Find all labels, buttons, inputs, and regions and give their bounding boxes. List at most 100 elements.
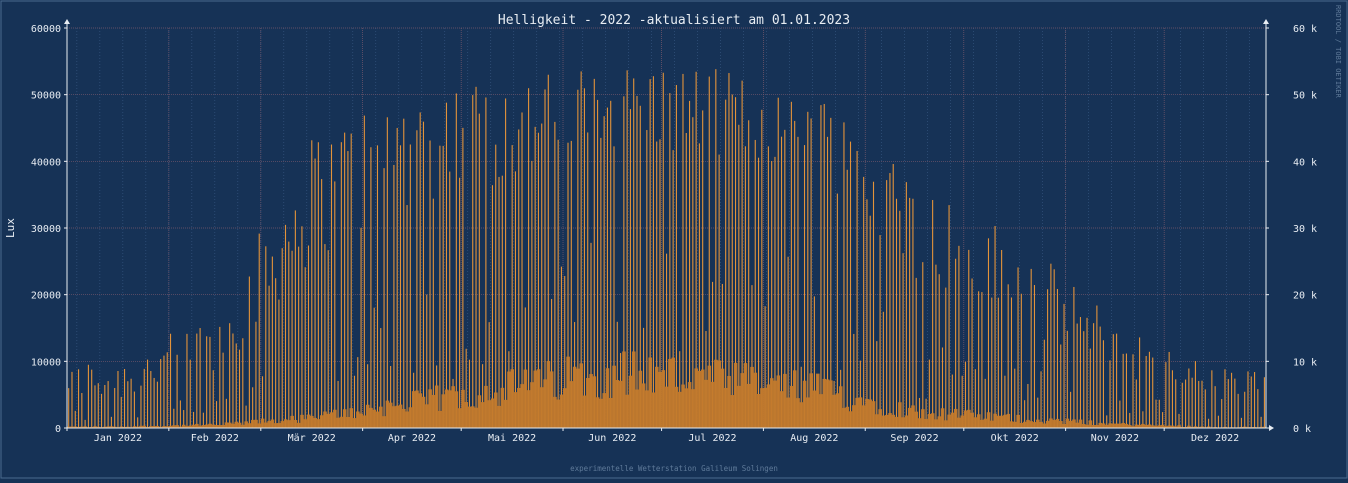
average-bar bbox=[822, 378, 827, 428]
max-bar bbox=[202, 412, 204, 428]
max-bar bbox=[1060, 344, 1062, 428]
average-bar bbox=[812, 390, 817, 428]
max-bar bbox=[215, 401, 218, 428]
average-bar bbox=[484, 385, 488, 428]
max-bar bbox=[679, 351, 681, 428]
average-bar bbox=[1141, 423, 1145, 428]
max-bars bbox=[68, 69, 1265, 429]
max-bar bbox=[1260, 416, 1262, 428]
max-bar bbox=[616, 321, 618, 428]
max-bar bbox=[1247, 371, 1249, 428]
average-bar bbox=[402, 408, 406, 428]
max-bar bbox=[91, 369, 93, 428]
average-bar bbox=[914, 411, 919, 428]
max-bar bbox=[649, 79, 651, 429]
max-bar bbox=[403, 118, 405, 428]
max-bar bbox=[258, 233, 260, 428]
max-bar bbox=[363, 115, 365, 429]
average-bar bbox=[510, 369, 515, 428]
y-right-tick-label: 60 k bbox=[1293, 24, 1317, 35]
max-bar bbox=[396, 127, 398, 429]
average-bar bbox=[835, 393, 840, 428]
max-bar bbox=[271, 256, 273, 428]
max-bar bbox=[1244, 391, 1246, 428]
max-bar bbox=[1129, 412, 1131, 428]
max-bar bbox=[225, 398, 227, 428]
average-bar bbox=[244, 421, 248, 428]
average-bar bbox=[743, 363, 748, 428]
max-bar bbox=[807, 111, 809, 428]
y-tick-label: 30000 bbox=[31, 224, 61, 235]
average-bar bbox=[704, 379, 708, 428]
max-bar bbox=[278, 299, 280, 428]
y-axis-left-labels: 60000 50000 40000 30000 20000 10000 0 bbox=[31, 24, 61, 435]
average-bar bbox=[438, 410, 442, 428]
max-bar bbox=[1066, 330, 1068, 428]
max-bar bbox=[846, 169, 848, 428]
average-bar bbox=[277, 423, 281, 428]
average-bar bbox=[1131, 426, 1135, 428]
max-bar bbox=[229, 323, 231, 428]
max-bar bbox=[955, 258, 957, 428]
max-bar bbox=[495, 144, 497, 428]
max-bar bbox=[636, 95, 638, 428]
average-bar bbox=[1167, 425, 1172, 428]
max-bar bbox=[741, 80, 743, 428]
max-bar bbox=[383, 168, 385, 428]
max-bar bbox=[376, 145, 379, 428]
average-bar bbox=[1177, 425, 1181, 428]
average-bar bbox=[930, 413, 935, 428]
average-bar bbox=[1239, 426, 1244, 428]
average-bar bbox=[211, 424, 216, 428]
average-bar bbox=[868, 399, 873, 428]
average-bar bbox=[1082, 424, 1086, 428]
max-bar bbox=[544, 89, 546, 428]
max-bar bbox=[347, 151, 349, 428]
average-bar bbox=[983, 418, 988, 428]
average-bar bbox=[431, 394, 436, 428]
average-bar bbox=[815, 373, 820, 428]
average-bar bbox=[1164, 425, 1168, 428]
average-bar bbox=[451, 386, 455, 428]
max-bar bbox=[393, 164, 395, 429]
average-bar bbox=[809, 373, 813, 428]
average-bar bbox=[1009, 421, 1014, 428]
max-bar bbox=[324, 244, 326, 428]
average-bar bbox=[753, 372, 758, 428]
max-bar bbox=[314, 158, 316, 428]
average-bar bbox=[980, 419, 984, 428]
average-bar bbox=[109, 426, 114, 428]
average-bar bbox=[122, 426, 127, 428]
max-bar bbox=[1227, 379, 1229, 428]
average-bar bbox=[313, 417, 317, 428]
average-bar bbox=[198, 425, 202, 428]
average-bar bbox=[375, 411, 380, 428]
average-bar bbox=[937, 416, 942, 428]
average-bar bbox=[957, 417, 961, 428]
average-bar bbox=[569, 381, 574, 428]
average-bar bbox=[112, 426, 117, 428]
average-bar bbox=[1170, 425, 1175, 428]
max-bar bbox=[304, 267, 306, 428]
max-bar bbox=[859, 360, 861, 428]
max-bar bbox=[879, 235, 881, 428]
max-bar bbox=[708, 76, 710, 428]
average-bar bbox=[1091, 424, 1096, 428]
average-bar bbox=[802, 380, 807, 428]
max-bar bbox=[1142, 411, 1144, 428]
max-bar bbox=[130, 378, 132, 428]
average-bar bbox=[1160, 424, 1165, 428]
max-bar bbox=[928, 359, 930, 428]
average-bar bbox=[878, 409, 882, 428]
max-bar bbox=[918, 397, 921, 428]
average-bar bbox=[622, 351, 626, 428]
max-bar bbox=[721, 283, 723, 428]
max-bar bbox=[491, 185, 494, 428]
average-bar bbox=[582, 395, 587, 428]
max-bar bbox=[1152, 357, 1154, 428]
max-bar bbox=[1001, 250, 1003, 428]
average-bar bbox=[139, 425, 143, 428]
average-bar bbox=[556, 399, 561, 428]
